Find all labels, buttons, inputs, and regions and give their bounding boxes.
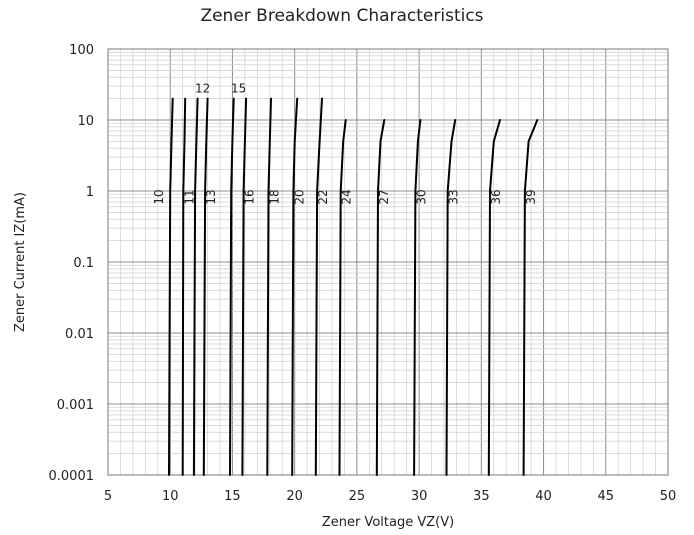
- zener-curve-27: [375, 119, 386, 476]
- x-tick-label: 40: [535, 489, 552, 504]
- curve-label-24: 24: [340, 189, 354, 204]
- zener-curve-10: [168, 97, 174, 476]
- curve-label-22: 22: [316, 189, 330, 204]
- x-tick-label: 5: [104, 489, 112, 504]
- y-tick-label: 0.001: [57, 398, 94, 413]
- chart-title: Zener Breakdown Characteristics: [200, 6, 483, 26]
- x-ticks: 5 10 15 20 25 30 35 40 45 50: [104, 489, 676, 504]
- x-tick-label: 45: [598, 489, 615, 504]
- curve-label-12: 12: [195, 81, 210, 95]
- x-tick-label: 30: [411, 489, 428, 504]
- curve-label-16: 16: [243, 189, 257, 204]
- x-tick-label: 50: [660, 489, 677, 504]
- curve-label-30: 30: [414, 189, 428, 204]
- y-axis-label: Zener Current IZ(mA): [13, 192, 28, 332]
- curve-label-39: 39: [524, 189, 538, 204]
- y-tick-label: 0.1: [73, 256, 94, 271]
- curve-label-33: 33: [447, 189, 461, 204]
- curve-label-11: 11: [182, 189, 196, 204]
- curve-label-20: 20: [292, 189, 306, 204]
- zener-curve-22: [314, 97, 323, 476]
- curve-label-18: 18: [268, 189, 282, 204]
- zener-curve-11: [181, 97, 187, 476]
- curve-labels: 10 11 12 13 15 16 18 20 22 24 27 30 33 36 39: [152, 81, 538, 204]
- zener-curve-16: [241, 97, 248, 476]
- x-tick-label: 15: [224, 489, 241, 504]
- plot-frame: [107, 48, 669, 476]
- zener-curve-39: [522, 119, 539, 476]
- zener-curve-15: [229, 97, 235, 476]
- zener-curve-36: [487, 119, 501, 476]
- y-tick-label: 100: [69, 43, 94, 58]
- zener-curve-24: [338, 119, 347, 476]
- curve-label-36: 36: [489, 189, 503, 204]
- y-tick-label: 0.0001: [49, 469, 95, 484]
- zener-curve-13: [202, 97, 209, 476]
- x-tick-label: 10: [162, 489, 179, 504]
- y-tick-label: 1: [86, 185, 94, 200]
- curves: [168, 97, 539, 476]
- zener-curve-18: [266, 97, 272, 476]
- zener-curve-33: [445, 119, 457, 476]
- x-tick-label: 20: [286, 489, 303, 504]
- zener-curve-12: [192, 97, 199, 476]
- x-tick-label: 25: [349, 489, 366, 504]
- y-tick-label: 0.01: [65, 327, 94, 342]
- zener-curve-20: [291, 97, 299, 476]
- curve-label-10: 10: [152, 189, 166, 204]
- x-tick-label: 35: [473, 489, 490, 504]
- x-axis-label: Zener Voltage VZ(V): [322, 515, 454, 530]
- curve-label-27: 27: [377, 189, 391, 204]
- grid: [107, 48, 669, 476]
- zener-curve-30: [413, 119, 422, 476]
- curve-label-15: 15: [231, 81, 246, 95]
- curve-label-13: 13: [204, 189, 218, 204]
- y-tick-label: 10: [77, 114, 94, 129]
- y-ticks: 0.0001 0.001 0.01 0.1 1 10 100: [49, 43, 95, 484]
